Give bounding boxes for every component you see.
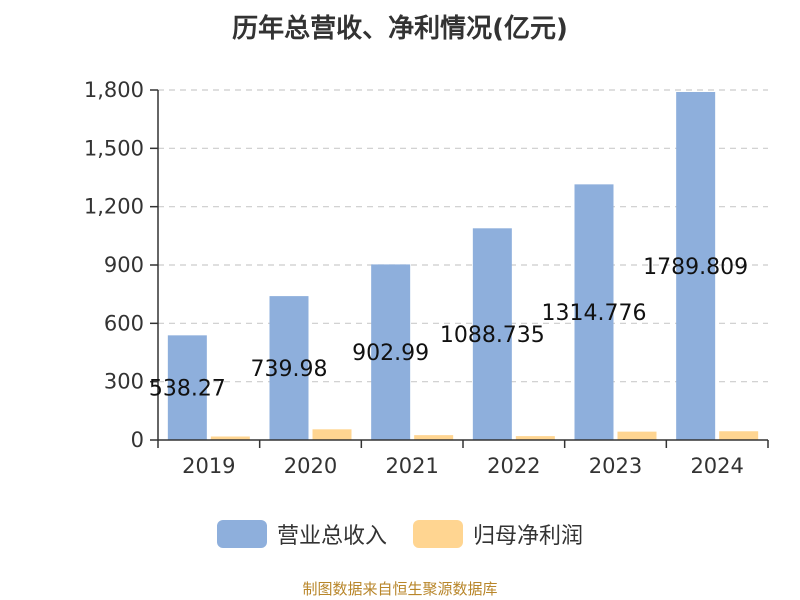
legend: 营业总收入 归母净利润 bbox=[0, 518, 800, 550]
x-tick-label: 2020 bbox=[284, 454, 337, 478]
y-tick-label: 600 bbox=[104, 311, 144, 335]
y-tick-label: 900 bbox=[104, 253, 144, 277]
y-tick-label: 1,800 bbox=[84, 78, 144, 102]
legend-swatch-revenue bbox=[216, 520, 267, 548]
legend-item-profit[interactable]: 归母净利润 bbox=[413, 518, 583, 550]
bar-profit bbox=[617, 431, 657, 440]
data-label-revenue: 1789.809 bbox=[643, 255, 748, 280]
y-tick-label: 0 bbox=[131, 428, 144, 452]
y-tick-label: 1,500 bbox=[84, 136, 144, 160]
bar-revenue bbox=[167, 335, 207, 440]
bar-profit bbox=[414, 435, 454, 440]
legend-swatch-profit bbox=[413, 520, 463, 548]
legend-label-profit: 归母净利润 bbox=[473, 524, 584, 549]
bar-profit bbox=[515, 436, 555, 440]
y-tick-label: 1,200 bbox=[84, 195, 144, 219]
bar-profit bbox=[210, 436, 250, 440]
bar-revenue bbox=[472, 228, 512, 440]
x-tick-label: 2023 bbox=[589, 454, 642, 478]
data-label-revenue: 538.27 bbox=[149, 377, 226, 402]
bar-profit bbox=[719, 431, 759, 440]
chart-title: 历年总营收、净利情况(亿元) bbox=[232, 14, 568, 44]
source-note: 制图数据来自恒生聚源数据库 bbox=[302, 580, 498, 598]
bar-profit bbox=[312, 429, 352, 440]
data-label-revenue: 902.99 bbox=[352, 341, 429, 366]
x-tick-label: 2019 bbox=[182, 454, 235, 478]
data-label-revenue: 1314.776 bbox=[542, 301, 647, 326]
axes: 0 300 600 900 1,200 1,500 1,800 2019 2020 2021 202… bbox=[84, 78, 769, 478]
grid-lines bbox=[158, 89, 768, 383]
data-label-revenue: 739.98 bbox=[251, 357, 328, 382]
bar-revenue bbox=[676, 91, 716, 441]
x-tick-label: 2022 bbox=[487, 454, 540, 478]
y-tick-label: 300 bbox=[104, 370, 144, 394]
bar-revenue bbox=[574, 184, 614, 440]
data-label-revenue: 1088.735 bbox=[440, 323, 545, 348]
bar-revenue bbox=[371, 264, 411, 440]
bars bbox=[167, 91, 759, 441]
x-tick-label: 2024 bbox=[690, 454, 743, 478]
legend-item-revenue[interactable]: 营业总收入 bbox=[216, 518, 387, 550]
legend-label-revenue: 营业总收入 bbox=[276, 524, 387, 549]
x-tick-label: 2021 bbox=[385, 454, 438, 478]
bar-revenue bbox=[269, 296, 309, 440]
